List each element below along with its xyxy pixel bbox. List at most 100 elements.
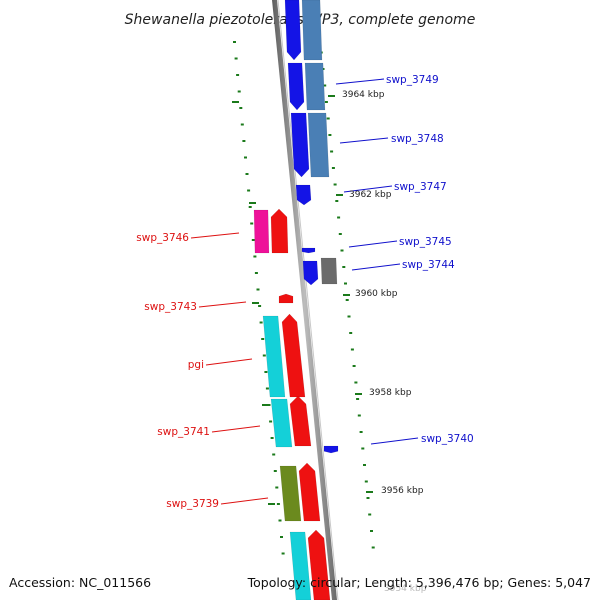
tick-mark (261, 338, 265, 340)
gene-cyan-feature (270, 398, 293, 448)
cds-reverse-feature (281, 313, 306, 398)
gene-label-swp-3746[interactable]: swp_3746 (136, 232, 189, 244)
tick-mark (342, 266, 346, 268)
major-tick-mark (249, 202, 256, 204)
gene-forward-feature (304, 62, 326, 111)
label-leader-line (351, 263, 401, 271)
cds-reverse-feature (289, 395, 312, 447)
map-title: Shewanella piezotolerans WP3, complete g… (125, 12, 476, 28)
tick-mark (242, 140, 246, 142)
gene-label-swp-3744[interactable]: swp_3744 (402, 259, 455, 271)
gene-label-swp-3740[interactable]: swp_3740 (421, 433, 474, 445)
major-tick-mark (252, 302, 259, 304)
tick-mark (370, 530, 373, 532)
tick-mark (368, 513, 372, 516)
gene-olive-feature (279, 465, 302, 522)
kbp-label: 3958 kbp (369, 388, 412, 398)
tick-marks (232, 35, 375, 555)
tick-mark (258, 305, 262, 307)
tick-mark (240, 123, 244, 126)
gene-pink-feature (253, 209, 270, 254)
tick-mark (253, 255, 257, 258)
tick-mark (347, 315, 351, 318)
tick-mark (344, 282, 347, 285)
gene-label-swp-3743[interactable]: swp_3743 (144, 301, 197, 313)
tick-mark (349, 332, 353, 334)
gene-label-pgi[interactable]: pgi (188, 359, 204, 371)
gene-label-swp-3739[interactable]: swp_3739 (166, 498, 219, 510)
tick-mark (340, 249, 344, 252)
tick-mark (371, 546, 375, 549)
tick-mark (363, 464, 366, 466)
tick-mark (264, 371, 268, 373)
tick-mark (281, 552, 285, 555)
forward-gene-labels: swp_3749 swp_3748 swp_3747 swp_3745 swp_… (386, 74, 474, 445)
tick-mark (280, 536, 283, 538)
gene-label-swp-3748[interactable]: swp_3748 (391, 133, 444, 145)
tick-mark (350, 348, 354, 351)
label-leader-line (335, 78, 385, 85)
cds-forward-feature (287, 62, 305, 111)
tick-mark (272, 453, 276, 456)
cds-forward-feature (323, 445, 339, 454)
tick-mark (244, 156, 247, 159)
tick-mark (361, 447, 365, 450)
tick-mark (338, 233, 342, 235)
kbp-label: 3962 kbp (349, 190, 392, 200)
gene-label-swp-3745[interactable]: swp_3745 (399, 236, 452, 248)
gene-label-swp-3747[interactable]: swp_3747 (394, 181, 447, 193)
tick-mark (276, 503, 280, 505)
tick-mark (335, 200, 339, 202)
cds-reverse-feature (307, 529, 331, 600)
tick-mark (269, 420, 273, 423)
tick-mark (278, 519, 282, 522)
cds-forward-feature (284, 0, 302, 61)
tick-mark (352, 365, 356, 367)
tick-mark (354, 381, 358, 384)
gene-label-swp-3741[interactable]: swp_3741 (157, 426, 210, 438)
kbp-label: 3964 kbp (342, 90, 385, 100)
tick-mark (324, 101, 328, 103)
label-leader-line (220, 497, 269, 505)
major-tick-mark (232, 101, 239, 103)
gene-cyan-feature (289, 531, 312, 600)
gene-features (253, 0, 339, 600)
genome-stats-text: Topology: circular; Length: 5,396,476 bp… (247, 575, 591, 590)
kbp-label: 3954 kbp (384, 584, 427, 594)
cds-forward-feature (302, 260, 319, 286)
tick-mark (250, 222, 254, 225)
gene-label-swp-3749[interactable]: swp_3749 (386, 74, 439, 86)
major-tick-mark (366, 491, 373, 493)
cds-reverse-feature (298, 462, 321, 522)
label-leader-line (348, 240, 398, 248)
tick-mark (337, 216, 341, 219)
tick-mark (323, 84, 327, 87)
cds-forward-feature (290, 112, 310, 178)
label-leader-line (343, 185, 393, 193)
major-tick-mark (268, 503, 275, 505)
tick-mark (233, 41, 236, 43)
cds-reverse-feature (270, 208, 289, 254)
tick-mark (359, 431, 363, 433)
gene-label-leaders (190, 78, 419, 505)
major-tick-mark (328, 95, 335, 97)
tick-mark (326, 117, 330, 120)
gene-cyan-feature (262, 315, 286, 398)
label-leader-line (339, 137, 389, 144)
major-tick-mark (336, 194, 343, 196)
tick-mark (245, 173, 249, 175)
tick-mark (345, 299, 349, 301)
tick-mark (366, 497, 370, 499)
tick-mark (259, 321, 263, 324)
gene-forward-feature (307, 112, 330, 178)
major-tick-mark (262, 404, 269, 406)
tick-mark (356, 398, 360, 400)
cds-forward-feature (295, 184, 312, 206)
tick-mark (236, 74, 240, 76)
label-leader-line (205, 358, 253, 366)
tick-mark (247, 189, 251, 192)
tick-mark (237, 90, 241, 93)
genome-backbone (272, 0, 339, 600)
cds-forward-feature (301, 247, 316, 254)
